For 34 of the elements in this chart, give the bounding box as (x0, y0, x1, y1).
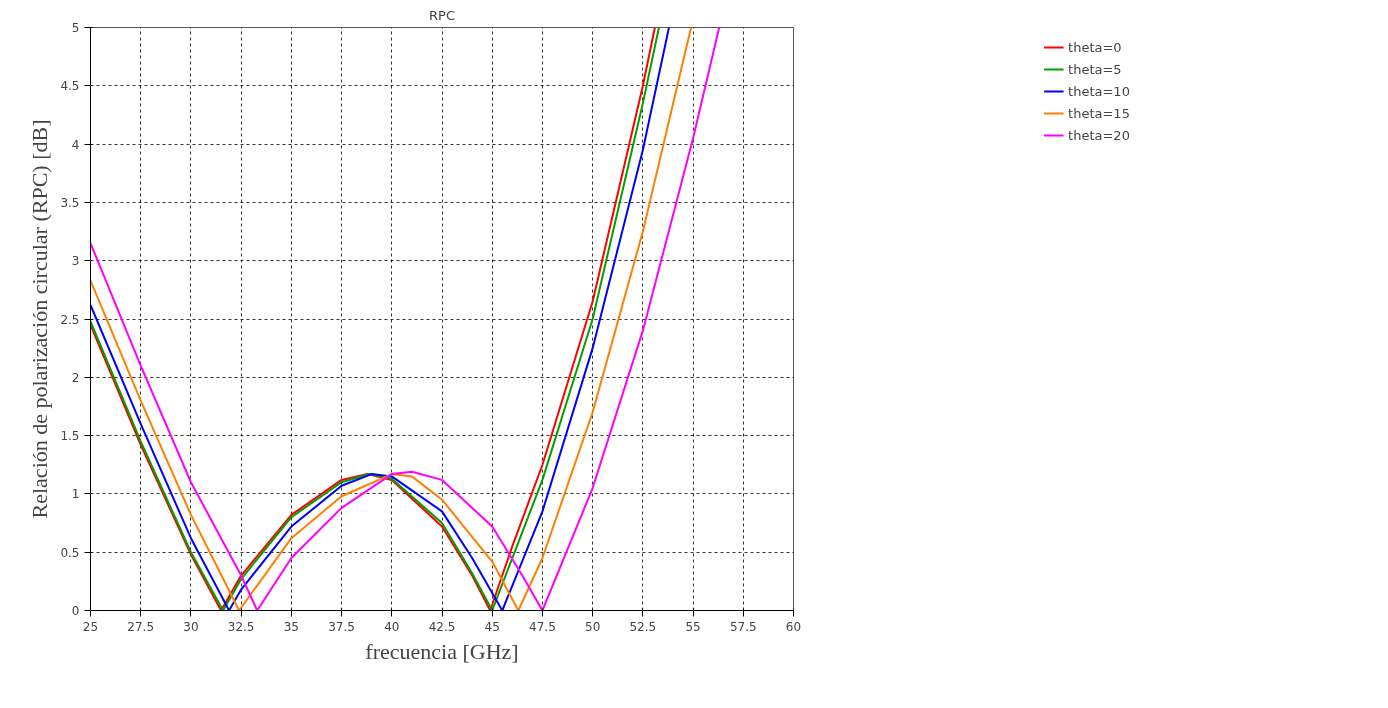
chart-title: RPC (429, 7, 455, 23)
x-tick-label: 42.5 (428, 619, 456, 634)
x-tick-label: 37.5 (328, 619, 355, 634)
y-tick-label: 2 (71, 370, 80, 385)
x-tick-label: 25 (82, 619, 99, 634)
x-tick-label: 40 (384, 619, 400, 634)
legend-label: theta=10 (1068, 83, 1130, 99)
legend-label: theta=5 (1068, 61, 1122, 77)
y-tick-label: 5 (71, 21, 80, 35)
x-tick-label: 55 (685, 619, 701, 634)
x-tick-label: 35 (283, 619, 299, 634)
x-tick-label: 60 (785, 619, 802, 634)
y-tick-label: 2.5 (60, 312, 80, 327)
y-axis-title: Relación de polarización circular (RPC) [dB] (27, 119, 53, 519)
y-tick-label: 4 (71, 137, 80, 152)
y-tick-label: 3.5 (60, 195, 80, 210)
y-tick-label: 0 (71, 604, 80, 618)
x-tick-label: 32.5 (227, 619, 255, 634)
y-tick-label: 0.5 (60, 545, 80, 560)
x-tick-label: 50 (585, 619, 601, 634)
y-tick-label: 3 (71, 254, 80, 269)
legend-label: theta=20 (1068, 127, 1130, 143)
x-tick-label: 30 (183, 619, 199, 634)
x-tick-label: 47.5 (529, 619, 556, 634)
legend-label: theta=0 (1068, 39, 1122, 55)
legend-label: theta=15 (1068, 105, 1130, 121)
y-tick-label: 1.5 (60, 429, 80, 444)
x-tick-label: 57.5 (729, 619, 757, 634)
x-tick-label: 45 (484, 619, 500, 634)
x-tick-label: 52.5 (629, 619, 657, 634)
y-tick-label: 1 (71, 487, 80, 502)
x-tick-label: 27.5 (127, 619, 155, 634)
y-tick-label: 4.5 (60, 79, 80, 94)
x-axis-title: frecuencia [GHz] (365, 638, 519, 664)
